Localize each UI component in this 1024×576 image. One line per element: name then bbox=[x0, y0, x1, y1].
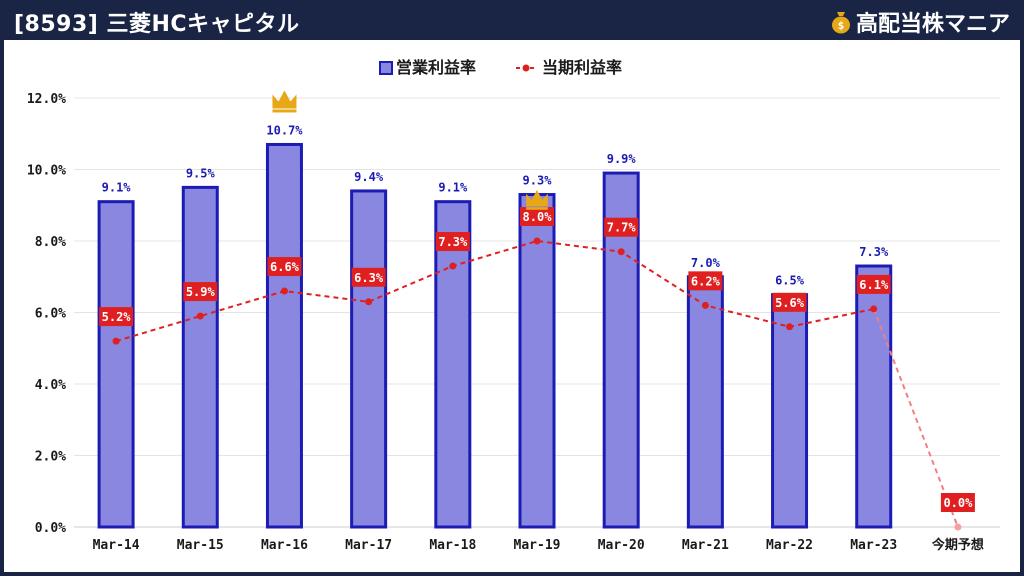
line-data-label: 6.3% bbox=[354, 271, 384, 285]
legend-label-bar: 営業利益率 bbox=[396, 58, 476, 77]
x-tick-label: Mar-14 bbox=[93, 538, 140, 553]
line-data-label-box bbox=[267, 257, 302, 277]
bar-data-label: 9.4% bbox=[354, 170, 384, 184]
line-point bbox=[786, 323, 794, 331]
y-tick-label: 8.0% bbox=[35, 235, 66, 250]
crown-base bbox=[526, 207, 548, 210]
chart: 0.0% 2.0% 4.0% 6.0% 8.0% 10.0% 12.0% 営業利益率 当期利益率… bbox=[27, 58, 1000, 553]
y-tick-label: 6.0% bbox=[35, 307, 66, 322]
y-tick-label: 2.0% bbox=[35, 450, 66, 465]
x-tick-label: Mar-22 bbox=[766, 538, 813, 553]
line-data-label: 6.2% bbox=[691, 274, 721, 288]
line-point bbox=[196, 312, 204, 320]
bar bbox=[181, 185, 219, 529]
bar-data-label: 10.7% bbox=[266, 123, 303, 137]
page-title: [8593] 三菱HCキャピタル bbox=[14, 12, 300, 37]
line-data-label-box bbox=[940, 493, 975, 512]
line-point bbox=[112, 337, 120, 345]
svg-text:$: $ bbox=[838, 19, 845, 32]
bar-data-label: 7.3% bbox=[859, 245, 889, 259]
legend-swatch-bar bbox=[379, 61, 393, 75]
bar bbox=[97, 200, 135, 529]
bar-data-label: 6.5% bbox=[775, 274, 805, 288]
legend-marker-line bbox=[522, 64, 530, 72]
x-tick-label: Mar-16 bbox=[261, 538, 308, 553]
legend-label-line: 当期利益率 bbox=[542, 58, 622, 77]
bar bbox=[350, 189, 388, 529]
line-data-label: 7.7% bbox=[607, 221, 637, 235]
y-tick-label: 10.0% bbox=[27, 164, 66, 179]
x-tick-label: Mar-21 bbox=[682, 538, 729, 553]
x-tick-label: 今期予想 bbox=[931, 537, 984, 553]
line-data-label-box bbox=[856, 274, 891, 294]
line-data-label-box bbox=[688, 271, 723, 291]
bar bbox=[518, 193, 556, 529]
line-data-label-box bbox=[183, 282, 218, 302]
line-point bbox=[365, 298, 373, 306]
bar-data-label: 7.0% bbox=[691, 256, 721, 270]
line-data-label-box bbox=[520, 207, 554, 226]
money-bag-icon: $ bbox=[831, 12, 850, 34]
line-series bbox=[115, 239, 874, 343]
crown-base bbox=[272, 109, 297, 113]
line-data-label-box bbox=[99, 307, 134, 327]
bar bbox=[771, 293, 809, 529]
bar bbox=[265, 142, 303, 529]
x-tick-label: Mar-19 bbox=[514, 538, 561, 553]
line-point bbox=[449, 262, 457, 270]
line-data-label: 0.0% bbox=[943, 496, 973, 510]
line-data-label: 5.6% bbox=[775, 296, 805, 310]
y-tick-label: 12.0% bbox=[27, 92, 66, 107]
line-point bbox=[280, 287, 288, 295]
line-data-label-box bbox=[435, 232, 470, 252]
line-data-label: 5.9% bbox=[186, 285, 216, 299]
line-data-label: 7.3% bbox=[438, 235, 468, 249]
line-point bbox=[870, 305, 878, 313]
line-point bbox=[701, 301, 709, 309]
crown-icon bbox=[526, 190, 548, 207]
line-data-label-box bbox=[604, 217, 639, 237]
chart-panel: 0.0% 2.0% 4.0% 6.0% 8.0% 10.0% 12.0% 営業利益率 当期利益率… bbox=[4, 40, 1020, 572]
bar-data-label: 9.3% bbox=[523, 174, 553, 188]
y-tick-label: 4.0% bbox=[35, 378, 66, 393]
bar-data-label: 9.5% bbox=[186, 166, 216, 180]
line-series-forecast bbox=[872, 308, 959, 528]
bar-data-label: 9.1% bbox=[438, 181, 468, 195]
bar bbox=[434, 200, 472, 529]
line-data-label-box bbox=[772, 292, 807, 312]
x-tick-label: Mar-20 bbox=[598, 538, 645, 553]
line-point bbox=[954, 523, 962, 531]
line-data-label: 8.0% bbox=[523, 210, 553, 224]
x-tick-label: Mar-17 bbox=[345, 538, 392, 553]
crown-icon bbox=[272, 90, 297, 109]
x-tick-label: Mar-18 bbox=[429, 538, 476, 553]
brand-name: 高配当株マニア bbox=[855, 12, 1010, 37]
bar-data-label: 9.9% bbox=[607, 152, 637, 166]
line-point bbox=[533, 237, 541, 245]
y-tick-label: 0.0% bbox=[35, 521, 66, 536]
header: [8593] 三菱HCキャピタル $ 高配当株マニア bbox=[0, 0, 1024, 40]
x-tick-label: Mar-23 bbox=[850, 538, 897, 553]
bar-data-label: 9.1% bbox=[102, 181, 132, 195]
line-point bbox=[617, 248, 625, 256]
brand: $ 高配当株マニア bbox=[830, 6, 1010, 38]
line-data-label-box bbox=[351, 267, 386, 287]
line-data-label: 5.2% bbox=[102, 310, 132, 324]
bar bbox=[686, 275, 724, 529]
x-tick-label: Mar-15 bbox=[177, 538, 224, 553]
bar bbox=[855, 264, 893, 529]
line-data-label: 6.1% bbox=[859, 278, 889, 292]
line-data-label: 6.6% bbox=[270, 260, 300, 274]
